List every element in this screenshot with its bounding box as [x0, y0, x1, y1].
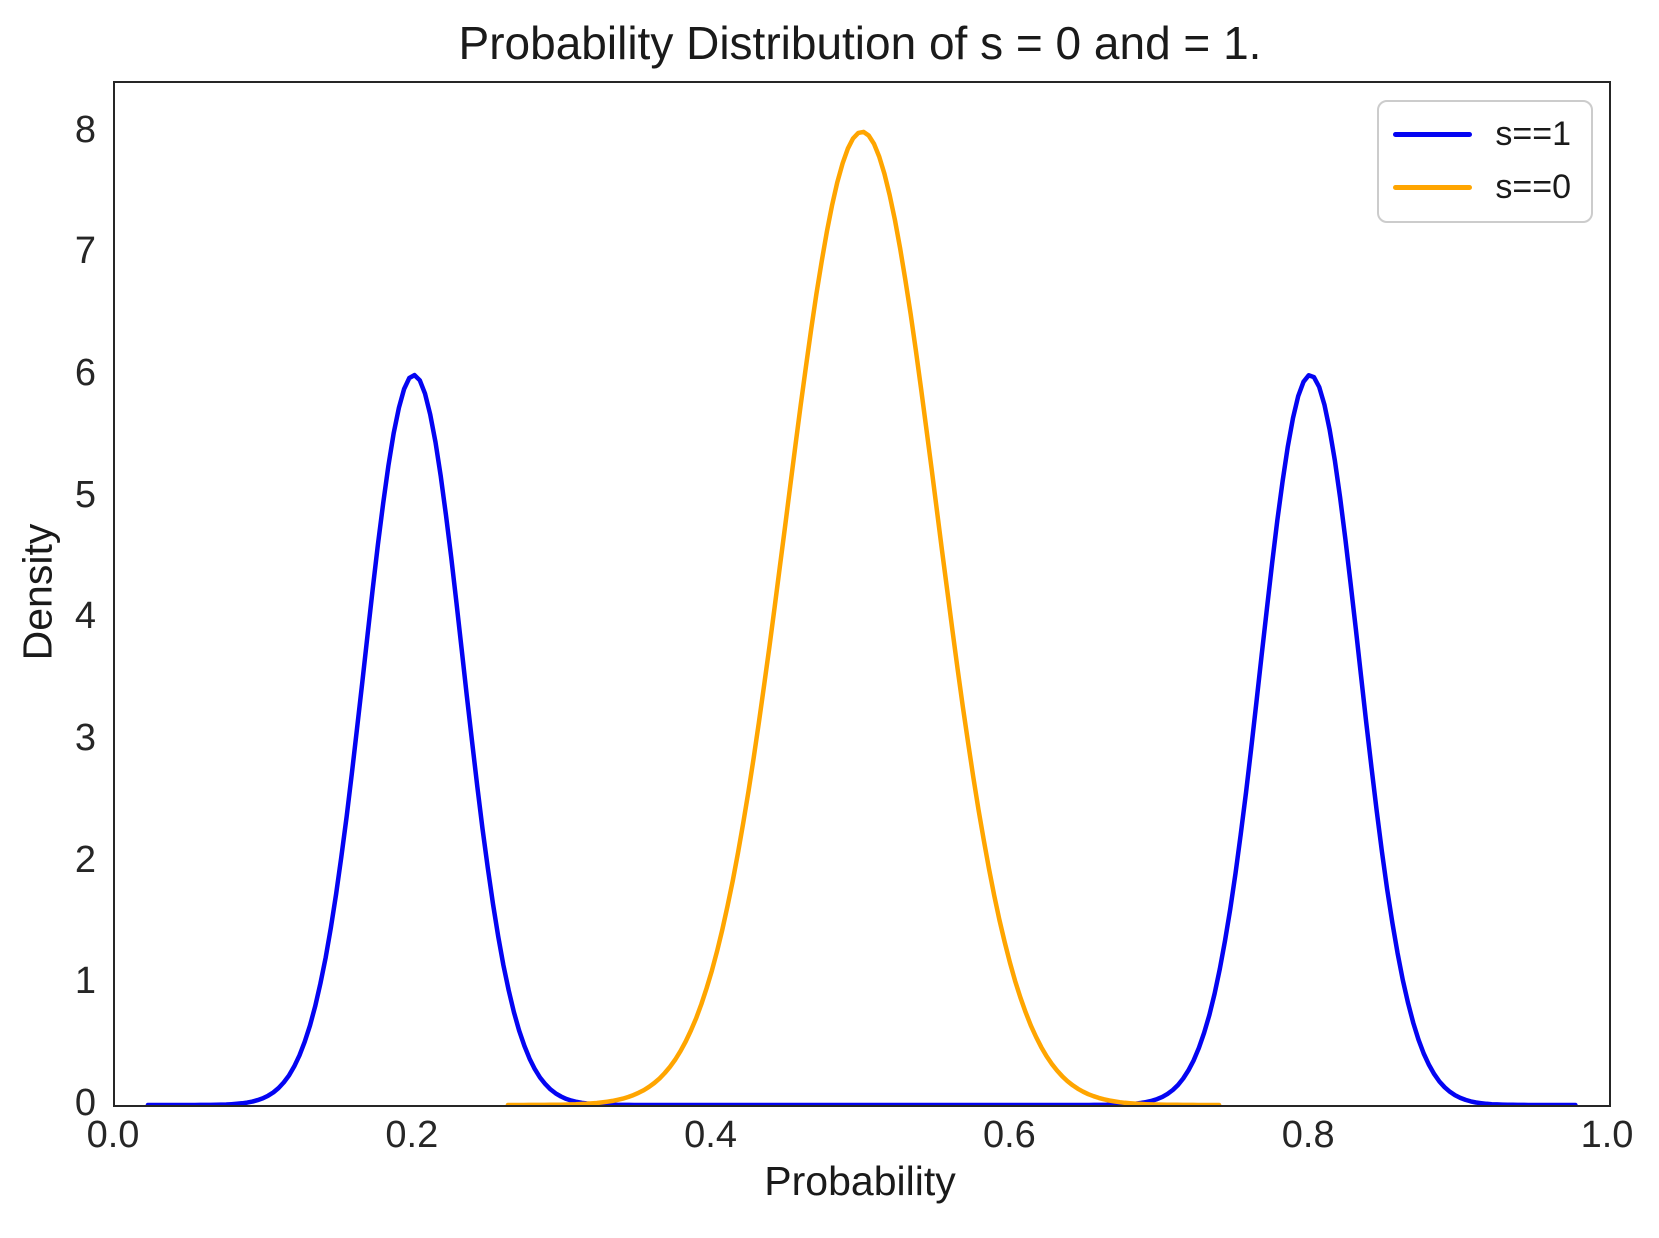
- y-tick-label: 5: [74, 473, 96, 516]
- x-tick-label: 0.8: [1281, 1114, 1335, 1156]
- x-tick-label: 0.6: [982, 1114, 1036, 1156]
- y-tick-label: 1: [74, 960, 96, 1003]
- y-tick-label: 7: [74, 230, 96, 273]
- legend-line-sample-s1: [1393, 131, 1473, 137]
- y-tick-label: 8: [74, 108, 96, 151]
- legend-label-s1: s==1: [1495, 114, 1571, 153]
- legend-item-s1: s==1: [1393, 112, 1571, 156]
- kde-curve-s==1: [145, 372, 1578, 1105]
- chart-title: Probability Distribution of s = 0 and = …: [458, 17, 1262, 69]
- legend-line-sample-s0: [1393, 184, 1473, 190]
- plot-area: s==1 s==0: [113, 81, 1611, 1107]
- y-tick-label: 6: [74, 352, 96, 394]
- y-axis-label: Density: [14, 523, 61, 661]
- legend-label-s0: s==0: [1495, 167, 1571, 206]
- kde-curve-s==0: [505, 129, 1222, 1105]
- y-tick-label: 4: [74, 595, 96, 638]
- y-tick-label: 2: [74, 838, 96, 881]
- legend-item-s0: s==0: [1393, 165, 1571, 209]
- x-tick-label: 0.4: [684, 1114, 737, 1156]
- x-tick-label: 0.2: [385, 1114, 439, 1156]
- x-tick-label: 1.0: [1580, 1114, 1634, 1156]
- legend: s==1 s==0: [1377, 100, 1593, 223]
- y-tick-label: 3: [74, 717, 96, 759]
- x-tick-label: 0.0: [86, 1114, 140, 1156]
- x-axis-label: Probability: [764, 1158, 956, 1204]
- y-tick-label: 0: [74, 1082, 96, 1124]
- kde-curves-canvas: [145, 129, 1578, 1105]
